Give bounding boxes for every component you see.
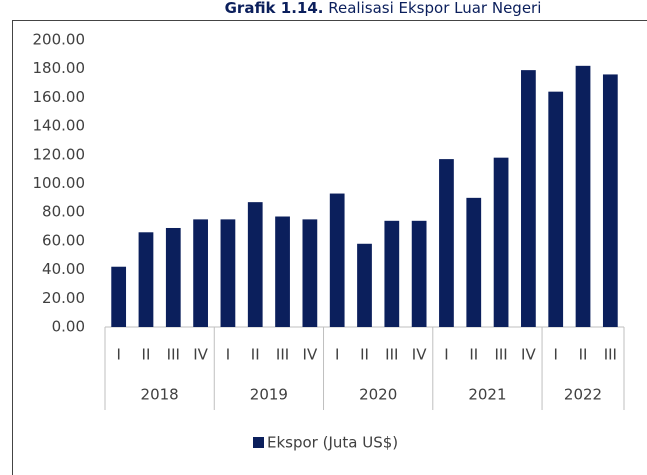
bar — [111, 266, 127, 327]
bar — [575, 65, 591, 327]
y-tick-label: 140.00 — [33, 117, 86, 135]
y-tick-label: 120.00 — [33, 145, 86, 163]
bar — [357, 243, 372, 327]
figure-number: Grafik 1.14. — [225, 0, 324, 17]
y-tick-label: 80.00 — [42, 203, 85, 221]
y-tick-label: 40.00 — [42, 260, 85, 278]
y-tick-label: 100.00 — [33, 174, 86, 192]
y-tick-label: 0.00 — [52, 318, 85, 336]
x-tick-label: III — [167, 346, 180, 364]
bar — [247, 202, 263, 327]
legend-swatch — [253, 437, 264, 448]
x-tick-label: II — [360, 346, 369, 364]
legend-label: Ekspor (Juta US$) — [267, 434, 398, 452]
group-label: 2020 — [359, 386, 397, 404]
group-label: 2018 — [141, 386, 179, 404]
y-tick-label: 200.00 — [33, 31, 86, 49]
bar — [411, 220, 427, 327]
chart-title: Grafik 1.14. Realisasi Ekspor Luar Neger… — [225, 0, 542, 17]
x-tick-label: III — [604, 346, 617, 364]
x-tick-label: I — [335, 346, 339, 364]
bar — [493, 157, 509, 327]
bar — [521, 70, 536, 327]
bar — [138, 232, 154, 327]
bar — [548, 91, 564, 327]
bar — [384, 220, 400, 327]
x-tick-label: II — [142, 346, 151, 364]
y-tick-label: 60.00 — [42, 231, 85, 249]
x-tick-label: III — [494, 346, 507, 364]
group-label: 2019 — [250, 386, 288, 404]
bar — [439, 159, 454, 327]
x-tick-label: III — [385, 346, 398, 364]
x-tick-label: II — [251, 346, 260, 364]
bar — [302, 219, 318, 327]
bar — [193, 219, 208, 327]
x-tick-label: II — [579, 346, 588, 364]
x-tick-label: IV — [303, 346, 318, 364]
x-tick-label: I — [444, 346, 448, 364]
x-tick-label: III — [276, 346, 289, 364]
y-tick-label: 160.00 — [33, 88, 86, 106]
chart-frame — [12, 20, 647, 475]
x-tick-label: II — [469, 346, 478, 364]
bar — [466, 197, 482, 327]
group-label: 2021 — [468, 386, 506, 404]
x-tick-label: I — [553, 346, 557, 364]
x-tick-label: IV — [521, 346, 536, 364]
title-text: Realisasi Ekspor Luar Negeri — [328, 0, 541, 17]
x-tick-label: I — [226, 346, 230, 364]
bar — [329, 193, 345, 327]
x-tick-label: IV — [412, 346, 427, 364]
x-tick-label: IV — [193, 346, 208, 364]
x-tick-label: I — [116, 346, 120, 364]
group-label: 2022 — [564, 386, 602, 404]
bar — [275, 216, 290, 327]
bar — [220, 219, 236, 327]
y-tick-label: 20.00 — [42, 289, 85, 307]
y-tick-label: 180.00 — [33, 59, 86, 77]
bar — [602, 74, 618, 327]
bar — [165, 227, 181, 327]
